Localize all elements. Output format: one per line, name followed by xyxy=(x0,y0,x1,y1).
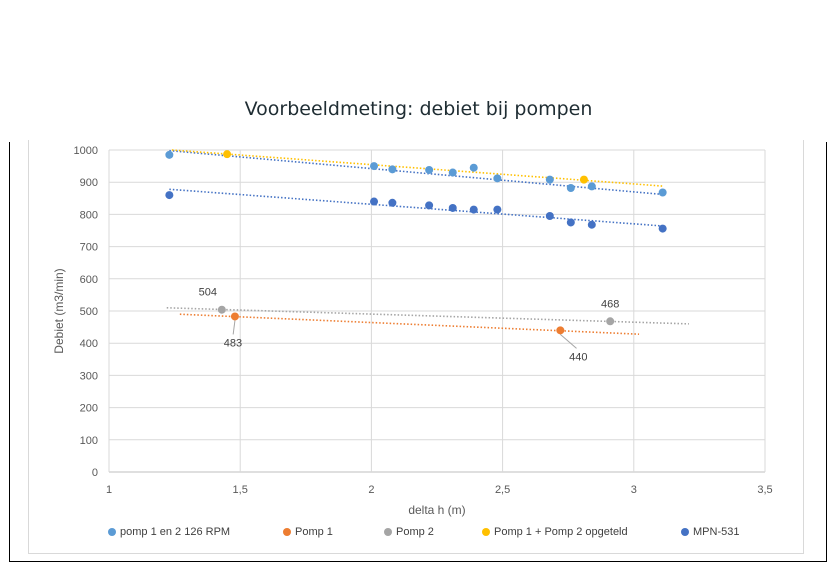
data-point xyxy=(425,165,434,174)
y-tick-label: 600 xyxy=(80,274,98,286)
data-point xyxy=(370,162,379,171)
y-tick-label: 0 xyxy=(92,467,98,479)
data-point xyxy=(469,163,478,172)
data-point xyxy=(388,198,397,207)
data-point xyxy=(587,182,596,191)
y-tick-label: 100 xyxy=(80,435,98,447)
legend-marker-icon xyxy=(482,528,490,536)
x-tick-label: 3,5 xyxy=(757,484,772,496)
data-point xyxy=(587,220,596,229)
chart-legend: pomp 1 en 2 126 RPM Pomp 1 Pomp 2 Pomp 1 + … xyxy=(0,526,837,542)
legend-item: Pomp 1 xyxy=(283,526,333,538)
data-point xyxy=(579,175,588,184)
trendline xyxy=(166,306,689,325)
data-point xyxy=(658,188,667,197)
data-point xyxy=(566,183,575,192)
data-point xyxy=(165,191,174,200)
data-point xyxy=(217,305,226,314)
y-tick-label: 1000 xyxy=(74,145,98,157)
legend-label: Pomp 1 xyxy=(295,526,333,538)
y-tick-label: 700 xyxy=(80,242,98,254)
legend-marker-icon xyxy=(108,528,116,536)
chart-title: Voorbeeldmeting: debiet bij pompen xyxy=(244,98,593,120)
data-label: 468 xyxy=(601,298,619,310)
trendline xyxy=(171,149,663,187)
y-tick-label: 900 xyxy=(80,177,98,189)
data-point xyxy=(230,312,239,321)
x-tick-label: 3 xyxy=(631,484,637,496)
legend-item: Pomp 2 xyxy=(384,526,434,538)
y-axis-label: Debiet (m3/min) xyxy=(52,268,66,353)
y-tick-label: 500 xyxy=(80,306,98,318)
data-point xyxy=(388,165,397,174)
x-tick-label: 2 xyxy=(368,484,374,496)
data-label-leader xyxy=(232,320,236,335)
data-point xyxy=(223,150,232,159)
data-point xyxy=(493,205,502,214)
data-label: 504 xyxy=(199,287,217,299)
legend-item: Pomp 1 + Pomp 2 opgeteld xyxy=(482,526,628,538)
data-point xyxy=(165,150,174,159)
data-point xyxy=(370,197,379,206)
legend-label: Pomp 2 xyxy=(396,526,434,538)
data-point xyxy=(469,205,478,214)
y-tick-label: 800 xyxy=(80,209,98,221)
y-tick-label: 300 xyxy=(80,370,98,382)
chart-area-border xyxy=(28,140,804,554)
chart-outer-frame xyxy=(9,142,827,562)
data-point xyxy=(448,203,457,212)
legend-marker-icon xyxy=(384,528,392,536)
data-point xyxy=(493,174,502,183)
data-point xyxy=(566,218,575,227)
trendline xyxy=(169,188,663,227)
x-tick-label: 2,5 xyxy=(495,484,510,496)
x-tick-label: 1,5 xyxy=(233,484,248,496)
data-label: 483 xyxy=(224,337,242,349)
data-point xyxy=(658,224,667,233)
legend-item: MPN-531 xyxy=(681,526,739,538)
x-axis-label: delta h (m) xyxy=(408,503,465,517)
y-tick-label: 400 xyxy=(80,338,98,350)
legend-item: pomp 1 en 2 126 RPM xyxy=(108,526,230,538)
data-point xyxy=(545,175,554,184)
y-tick-label: 200 xyxy=(80,403,98,415)
data-point xyxy=(606,317,615,326)
data-point xyxy=(545,212,554,221)
legend-label: Pomp 1 + Pomp 2 opgeteld xyxy=(494,526,628,538)
data-point xyxy=(556,326,565,335)
legend-marker-icon xyxy=(283,528,291,536)
data-label-leader xyxy=(560,333,577,349)
data-point xyxy=(425,201,434,210)
trendline xyxy=(179,313,640,335)
legend-marker-icon xyxy=(681,528,689,536)
legend-label: pomp 1 en 2 126 RPM xyxy=(120,526,231,538)
data-label: 440 xyxy=(569,351,587,363)
data-point xyxy=(448,168,457,177)
x-tick-label: 1 xyxy=(106,484,112,496)
legend-label: MPN-531 xyxy=(693,526,740,538)
